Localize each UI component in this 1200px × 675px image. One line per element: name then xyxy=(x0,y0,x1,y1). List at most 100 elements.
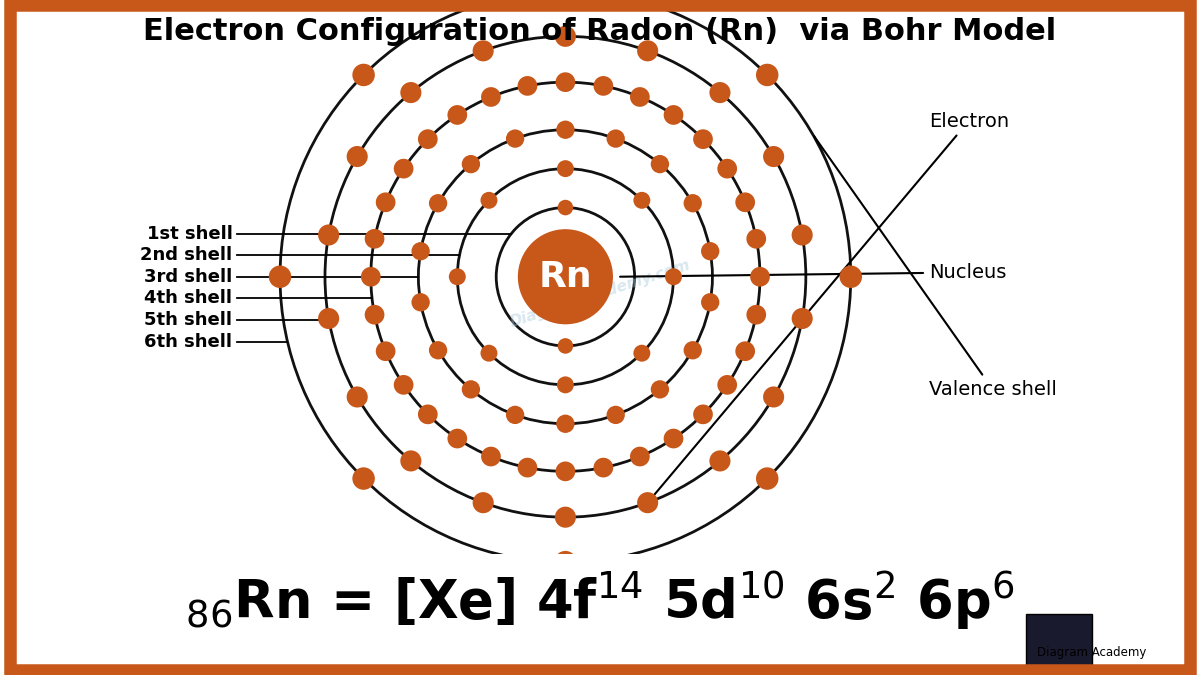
Circle shape xyxy=(792,225,812,246)
Circle shape xyxy=(365,305,384,325)
Circle shape xyxy=(664,105,683,125)
Circle shape xyxy=(557,377,574,394)
Circle shape xyxy=(554,0,577,3)
Circle shape xyxy=(701,293,719,311)
Text: 3rd shell: 3rd shell xyxy=(144,268,233,286)
Circle shape xyxy=(630,87,649,107)
Circle shape xyxy=(481,87,500,107)
Circle shape xyxy=(554,26,576,47)
Circle shape xyxy=(558,338,574,354)
Circle shape xyxy=(517,458,538,477)
Circle shape xyxy=(361,267,380,287)
Circle shape xyxy=(517,76,538,96)
Text: Nucleus: Nucleus xyxy=(620,263,1006,282)
Circle shape xyxy=(449,268,466,286)
Text: 2nd shell: 2nd shell xyxy=(140,246,233,264)
Circle shape xyxy=(557,414,575,433)
Text: Valence shell: Valence shell xyxy=(814,136,1056,399)
Circle shape xyxy=(556,72,575,92)
Circle shape xyxy=(376,192,396,212)
Circle shape xyxy=(701,242,719,261)
Text: 4th shell: 4th shell xyxy=(144,290,233,307)
Circle shape xyxy=(428,194,448,213)
Circle shape xyxy=(506,130,524,148)
Circle shape xyxy=(637,40,658,61)
Text: 5th shell: 5th shell xyxy=(144,311,233,329)
Text: Rn: Rn xyxy=(539,260,593,294)
FancyBboxPatch shape xyxy=(1026,614,1092,668)
Circle shape xyxy=(401,82,421,103)
Circle shape xyxy=(684,341,702,359)
Circle shape xyxy=(634,345,650,362)
Circle shape xyxy=(750,267,770,287)
Circle shape xyxy=(756,467,779,490)
Circle shape xyxy=(746,305,766,325)
Circle shape xyxy=(746,229,766,248)
Circle shape xyxy=(736,192,755,212)
Circle shape xyxy=(318,308,340,329)
Circle shape xyxy=(473,492,493,513)
Circle shape xyxy=(480,192,498,209)
Circle shape xyxy=(376,342,396,361)
Text: 6th shell: 6th shell xyxy=(144,333,233,350)
Circle shape xyxy=(763,386,784,408)
Circle shape xyxy=(718,159,737,178)
Circle shape xyxy=(462,380,480,398)
Text: 1st shell: 1st shell xyxy=(146,225,233,242)
Circle shape xyxy=(594,76,613,96)
Circle shape xyxy=(428,341,448,359)
Circle shape xyxy=(448,429,467,448)
Circle shape xyxy=(554,551,577,573)
Circle shape xyxy=(269,265,292,288)
Circle shape xyxy=(418,404,438,424)
Circle shape xyxy=(506,406,524,424)
Circle shape xyxy=(606,406,625,424)
Circle shape xyxy=(594,458,613,477)
Circle shape xyxy=(418,130,438,149)
Circle shape xyxy=(630,447,649,466)
Circle shape xyxy=(558,200,574,215)
Circle shape xyxy=(318,225,340,246)
Circle shape xyxy=(365,229,384,248)
Circle shape xyxy=(412,242,430,261)
Circle shape xyxy=(709,450,731,471)
Circle shape xyxy=(518,230,613,324)
Circle shape xyxy=(637,492,658,513)
Text: Diagramacademy.com: Diagramacademy.com xyxy=(508,258,692,330)
Circle shape xyxy=(634,192,650,209)
Circle shape xyxy=(481,447,500,466)
Text: Electron Configuration of Radon (Rn)  via Bohr Model: Electron Configuration of Radon (Rn) via… xyxy=(143,17,1057,46)
Circle shape xyxy=(709,82,731,103)
Circle shape xyxy=(763,146,784,167)
Circle shape xyxy=(480,345,498,362)
Circle shape xyxy=(412,293,430,311)
Circle shape xyxy=(448,105,467,125)
Circle shape xyxy=(353,467,374,490)
Text: Electron: Electron xyxy=(649,111,1009,501)
Circle shape xyxy=(554,507,576,528)
Circle shape xyxy=(347,386,367,408)
Circle shape xyxy=(557,160,574,177)
Circle shape xyxy=(664,429,683,448)
Circle shape xyxy=(650,380,670,398)
Circle shape xyxy=(684,194,702,213)
Circle shape xyxy=(694,130,713,149)
Circle shape xyxy=(557,121,575,139)
Circle shape xyxy=(840,265,862,288)
Text: Diagram Academy: Diagram Academy xyxy=(1037,646,1146,659)
Circle shape xyxy=(718,375,737,395)
Circle shape xyxy=(394,159,414,178)
Circle shape xyxy=(473,40,493,61)
Circle shape xyxy=(694,404,713,424)
Circle shape xyxy=(792,308,812,329)
Circle shape xyxy=(650,155,670,173)
Circle shape xyxy=(556,462,575,481)
Circle shape xyxy=(462,155,480,173)
Circle shape xyxy=(353,63,374,86)
Circle shape xyxy=(394,375,414,395)
Circle shape xyxy=(401,450,421,471)
Circle shape xyxy=(606,130,625,148)
Circle shape xyxy=(665,268,682,286)
Text: $_{86}$Rn = [Xe] 4f$^{14}$ 5d$^{10}$ 6s$^{2}$ 6p$^{6}$: $_{86}$Rn = [Xe] 4f$^{14}$ 5d$^{10}$ 6s$… xyxy=(185,569,1015,632)
Circle shape xyxy=(347,146,367,167)
